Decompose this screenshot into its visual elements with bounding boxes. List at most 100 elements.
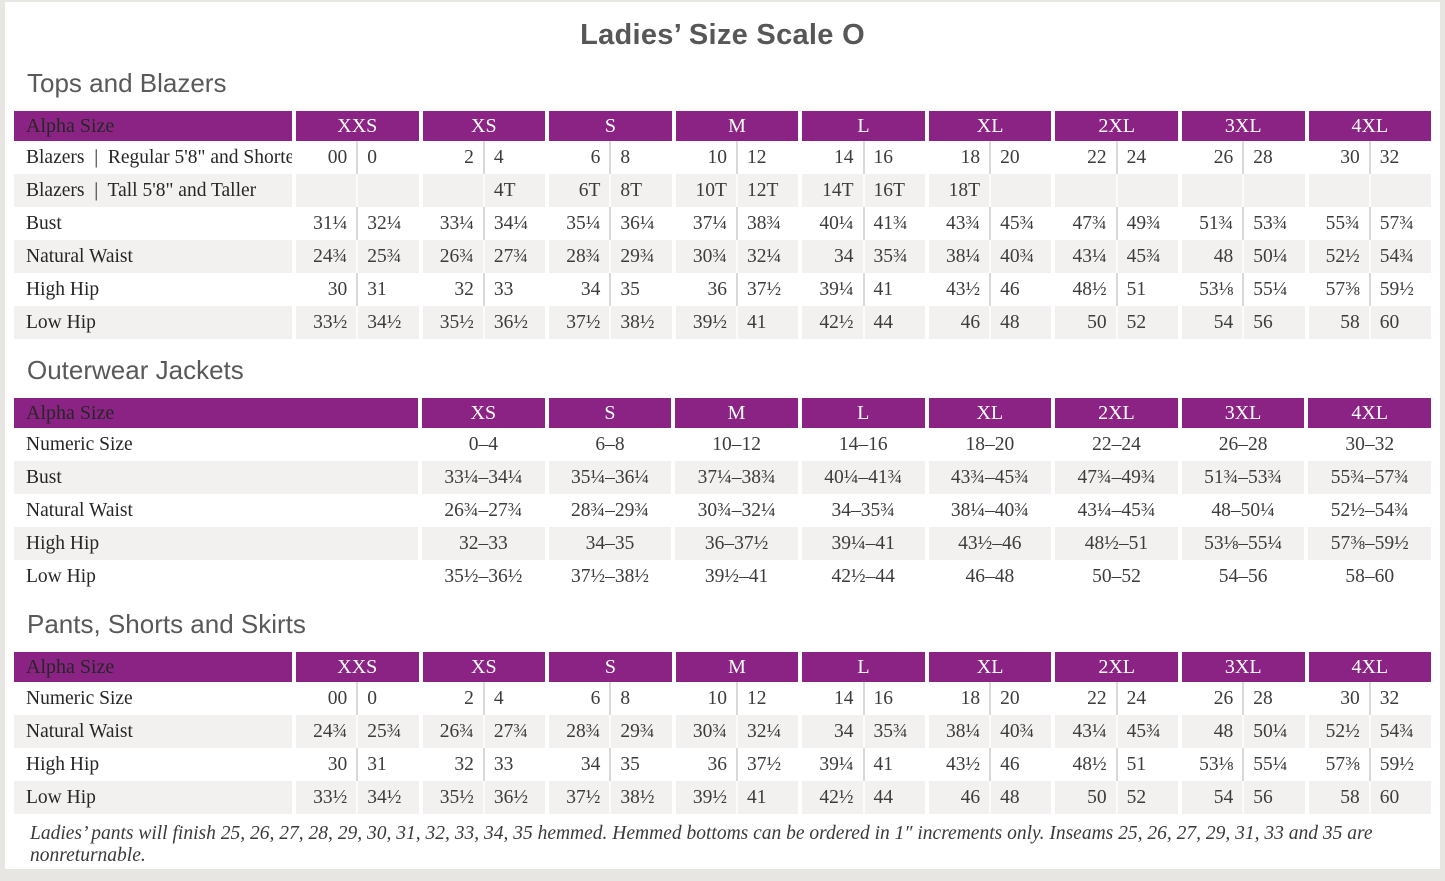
size-cell: 29¾ [609,715,671,748]
size-cell: 48 [1213,721,1234,742]
size-cell-group: 14 16 [798,682,925,715]
column-header-alpha-size: Alpha Size [14,398,418,428]
table-header-row: Alpha Size XS S M L XL 2XL 3XL 4XL [14,398,1431,428]
size-cell-group: 34 35 [545,748,672,781]
size-cell: 31¼ [313,213,348,234]
size-table-outerwear-jackets: Alpha Size XS S M L XL 2XL 3XL 4XL Numeric Size 0–… [14,398,1431,593]
size-cell-group: 55¾ 57¾ [1304,207,1432,240]
size-cell-group: 48 50¼ [1177,715,1305,748]
size-cell-group: 54 56 [1177,306,1305,339]
table-row: Bust 31¼ 32¼ 33¼ 34¼ 35¼ 36¼ 37¼ 38¾ 40¼ 41¾ 43¾ 45¾… [14,207,1431,240]
size-cell-group: 22 24 [1051,682,1178,715]
size-cell: 56 [1242,781,1304,814]
size-cell: 44 [862,306,925,339]
size-cell-group: 33½ 34½ [292,306,419,339]
size-cell [423,174,483,207]
size-cell: 32–33 [418,527,545,560]
size-cell-group: 42½ 44 [798,781,925,814]
column-header-size-xxs: XXS [292,652,419,682]
size-cell-group: 30 32 [1304,141,1432,174]
size-cell: 60 [1368,781,1431,814]
size-cell: 46 [989,273,1051,306]
size-cell-group: 38¼ 40¾ [924,715,1052,748]
size-cell: 37¼–38¾ [671,461,798,494]
size-cell: 39½ [692,787,727,808]
size-cell: 2 [464,688,474,709]
size-cell: 49¾ [1115,207,1178,240]
row-label: Natural Waist [26,721,133,742]
size-cell-group: 28¾ 29¾ [545,240,672,273]
size-cell: 4 [482,682,545,715]
size-cell: 34¼ [482,207,545,240]
size-cell: 33¼ [439,213,474,234]
size-cell-group [1177,174,1305,207]
size-cell-group: 00 0 [292,682,419,715]
row-label: High Hip [26,279,100,300]
size-cell: 54¾ [1368,240,1431,273]
column-header-size-m: M [671,111,799,141]
table-header-row: Alpha Size XXS XS S M L XL 2XL 3XL 4XL [14,652,1432,682]
size-cell-group: 10T 12T [671,174,799,207]
size-cell: 37½ [735,748,798,781]
size-cell: 43¼–45¾ [1051,494,1178,527]
size-cell: 00 [327,688,348,709]
size-cell: 38¼ [945,246,981,267]
size-cell: 24 [1115,141,1178,174]
size-cell-group: 4T [418,174,546,207]
size-cell: 48½ [1072,279,1107,300]
size-cell: 32¼ [735,715,798,748]
row-label: Numeric Size [26,434,133,455]
row-label: Blazers | Tall 5'8" and Taller [26,180,257,201]
table-row: Low Hip 35½–36½ 37½–38½ 39½–41 42½–44 46–48 50… [14,560,1431,593]
size-cell [356,174,418,207]
size-cell: 18–20 [924,428,1052,461]
size-cell: 34½ [356,306,418,339]
size-cell: 38¾ [735,207,798,240]
size-cell: 40¾ [989,715,1051,748]
size-cell: 43¾ [945,213,981,234]
size-cell: 51¾–53¾ [1177,461,1305,494]
size-cell: 53¾ [1242,207,1304,240]
size-cell-group: 26¾ 27¾ [418,715,546,748]
size-cell: 36½ [482,781,545,814]
size-cell: 35¼ [566,213,601,234]
size-cell: 12 [735,141,798,174]
column-header-size-l: L [797,398,925,428]
size-cell: 36¼ [609,207,671,240]
size-cell: 50–52 [1051,560,1178,593]
size-cell-group: 57⅜ 59½ [1304,273,1432,306]
size-cell-group: 10 12 [671,141,799,174]
size-cell [1309,174,1369,207]
size-cell: 14–16 [797,428,925,461]
size-cell: 10 [707,147,727,168]
column-header-size-s: S [544,398,672,428]
size-cell: 32 [1368,141,1431,174]
size-cell: 18 [960,688,981,709]
size-cell: 35¾ [862,715,925,748]
size-cell: 43½ [945,279,981,300]
size-cell-group: 14T 16T [798,174,925,207]
size-cell: 18T [948,180,981,201]
size-cell: 8 [609,682,671,715]
size-cell: 30 [1340,688,1360,709]
size-cell-group: 48½ 51 [1051,748,1178,781]
size-cell: 34½ [356,781,418,814]
column-header-size-xl: XL [924,398,1052,428]
size-cell: 37½ [566,312,601,333]
table-row: Natural Waist 24¾ 25¾ 26¾ 27¾ 28¾ 29¾ 30¾ 32¼ 34 3… [14,240,1431,273]
table-row: Numeric Size 00 0 2 4 6 8 10 12 14 16 18 20 22 24 26 28 3… [14,682,1431,715]
size-cell: 30 [327,754,348,775]
size-cell: 53⅛ [1199,754,1234,775]
column-header-size-4xl: 4XL [1304,398,1431,428]
size-cell: 26¾ [439,721,474,742]
size-cell: 57⅜–59½ [1304,527,1431,560]
column-header-size-s: S [545,111,672,141]
size-table-tops-and-blazers: Alpha Size XXS XS S M L XL 2XL 3XL 4XL Blazers | R… [14,111,1432,339]
size-cell: 10 [707,688,727,709]
size-cell: 30¾–32¼ [671,494,798,527]
size-cell: 51 [1115,273,1178,306]
size-cell: 41 [862,273,925,306]
size-cell: 46 [989,748,1051,781]
size-cell: 25¾ [356,715,418,748]
